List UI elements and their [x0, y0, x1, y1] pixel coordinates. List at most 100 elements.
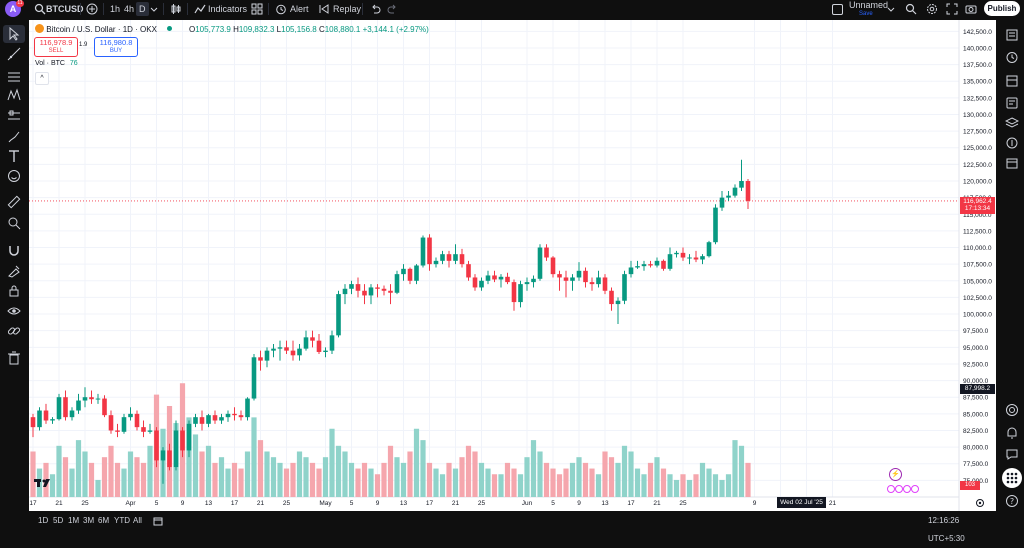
- search-icon[interactable]: [34, 3, 46, 15]
- alerts-icon[interactable]: [1005, 50, 1019, 64]
- candle-body: [433, 260, 439, 265]
- compare-add-icon[interactable]: [86, 3, 98, 15]
- candle-body: [726, 195, 731, 198]
- fullscreen-icon[interactable]: [946, 3, 958, 15]
- news-icon[interactable]: [1005, 96, 1019, 110]
- emoji-icon[interactable]: [7, 169, 21, 183]
- lightning-event-icon[interactable]: ⚡: [889, 468, 902, 481]
- layout-checkbox[interactable]: [832, 4, 843, 15]
- candle-body: [251, 357, 257, 399]
- alert-button[interactable]: Alert: [290, 4, 309, 14]
- eye-icon[interactable]: [7, 304, 21, 318]
- help-icon[interactable]: ?: [1005, 494, 1019, 508]
- x-tick-label: 13: [400, 500, 408, 507]
- chart-settings-icon[interactable]: [975, 498, 985, 508]
- link-icon[interactable]: [7, 324, 21, 338]
- watchlist-icon[interactable]: [1005, 28, 1019, 42]
- data-window-icon[interactable]: [1005, 74, 1019, 88]
- interval-d[interactable]: D: [136, 2, 149, 16]
- fib-icon[interactable]: [7, 70, 21, 84]
- trend-line-icon[interactable]: [7, 47, 21, 61]
- sell-button[interactable]: 116,978.9 SELL: [34, 37, 78, 57]
- candle-body: [583, 270, 588, 283]
- layout-grid-icon[interactable]: [251, 3, 263, 15]
- volume-legend[interactable]: Vol · BTC 76: [35, 60, 78, 67]
- range-ytd[interactable]: YTD: [114, 516, 130, 525]
- clock-time[interactable]: 12:16:26 UTC+5:30: [928, 516, 965, 543]
- lock-icon[interactable]: [7, 284, 21, 298]
- text-icon[interactable]: [7, 149, 21, 163]
- y-tick-label: 132,500.0: [963, 95, 992, 102]
- notifications-icon[interactable]: [1005, 426, 1019, 440]
- tradingview-logo-icon[interactable]: [34, 478, 54, 488]
- cursor-icon[interactable]: [7, 27, 21, 41]
- range-3m[interactable]: 3M: [83, 516, 95, 525]
- calendar-icon[interactable]: [1005, 156, 1019, 170]
- y-tick-label: 137,500.0: [963, 62, 992, 69]
- volume-bar: [394, 457, 400, 497]
- x-tick-label: 17: [627, 500, 635, 507]
- layers-icon[interactable]: [1005, 116, 1019, 130]
- volume-label: Vol · BTC: [35, 60, 65, 67]
- hotlist-icon[interactable]: [1005, 136, 1019, 150]
- volume-bar: [56, 445, 62, 497]
- event-marker-icon[interactable]: [887, 485, 895, 493]
- publish-button[interactable]: Publish: [984, 1, 1020, 16]
- range-1d[interactable]: 1D: [38, 516, 49, 525]
- candle-body: [576, 270, 582, 278]
- quick-search-icon[interactable]: [905, 3, 917, 15]
- event-markers[interactable]: [887, 484, 923, 493]
- layout-name[interactable]: Unnamed: [849, 0, 889, 10]
- interval-1h[interactable]: 1h: [110, 4, 121, 14]
- alert-clock-icon[interactable]: [275, 3, 287, 15]
- volume-bar: [62, 457, 69, 497]
- candles-type-icon[interactable]: [170, 3, 182, 15]
- candle-body: [336, 294, 341, 336]
- indicators-button[interactable]: Indicators: [208, 4, 248, 14]
- settings-gear-icon[interactable]: [926, 3, 938, 15]
- projection-icon[interactable]: [7, 109, 21, 123]
- volume-bar: [712, 474, 719, 497]
- magnet-icon[interactable]: [7, 244, 21, 258]
- brush-icon[interactable]: [7, 130, 21, 144]
- event-marker-icon[interactable]: [911, 485, 919, 493]
- chevron-down-icon[interactable]: [148, 3, 160, 15]
- price-chart-svg[interactable]: 75,000.077,500.080,000.082,500.085,000.0…: [29, 20, 996, 511]
- indicators-icon[interactable]: [194, 3, 206, 15]
- range-6m[interactable]: 6M: [98, 516, 110, 525]
- chat-icon[interactable]: [1005, 447, 1019, 461]
- event-marker-icon[interactable]: [903, 485, 911, 493]
- replay-button[interactable]: Replay: [333, 4, 362, 14]
- candle-body: [63, 397, 68, 418]
- candle-body: [56, 397, 62, 420]
- range-5d[interactable]: 5D: [53, 516, 64, 525]
- zoom-icon[interactable]: [7, 216, 21, 230]
- y-tick-label: 102,500.0: [963, 295, 992, 302]
- layout-chevron-icon[interactable]: [885, 3, 897, 15]
- trash-icon[interactable]: [7, 351, 21, 365]
- symbol-search[interactable]: BTCUSD: [46, 4, 84, 14]
- chart-pane[interactable]: 75,000.077,500.080,000.082,500.085,000.0…: [29, 20, 996, 511]
- y-tick-label: 115,000.0: [963, 212, 992, 219]
- buy-button[interactable]: 116,980.8 BUY: [94, 37, 138, 57]
- symbol-legend[interactable]: Bitcoin / U.S. Dollar · 1D · OKX: [35, 24, 173, 36]
- goto-date-icon[interactable]: [153, 516, 163, 526]
- pattern-icon[interactable]: [7, 88, 21, 102]
- camera-icon[interactable]: [965, 3, 977, 15]
- undo-icon[interactable]: [369, 3, 381, 15]
- lock-drawing-icon[interactable]: [7, 264, 21, 278]
- replay-icon[interactable]: [317, 3, 329, 15]
- collapse-legend-button[interactable]: ^: [35, 72, 49, 85]
- interval-4h[interactable]: 4h: [124, 4, 135, 14]
- target-icon[interactable]: [1005, 403, 1019, 417]
- range-1m[interactable]: 1M: [68, 516, 80, 525]
- ruler-icon[interactable]: [7, 195, 21, 209]
- candle-body: [706, 242, 712, 257]
- notification-badge: 11: [16, 0, 24, 7]
- redo-icon[interactable]: [387, 3, 399, 15]
- range-all[interactable]: All: [133, 516, 142, 525]
- event-marker-icon[interactable]: [895, 485, 903, 493]
- apps-icon[interactable]: [1005, 471, 1019, 485]
- volume-bar: [595, 474, 602, 497]
- candle-body: [128, 413, 133, 418]
